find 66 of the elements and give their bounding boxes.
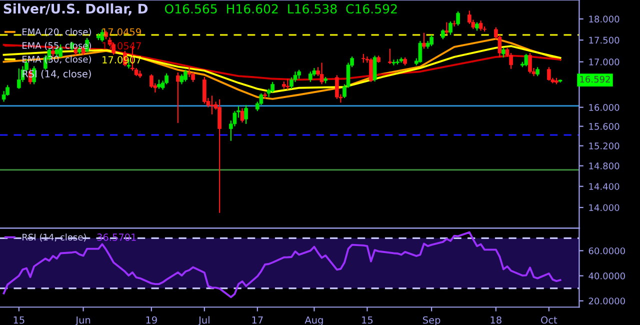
annotation: 17.0459	[102, 28, 141, 36]
candlestick	[187, 66, 192, 78]
y-tick-label: 15.600	[589, 123, 620, 130]
candlestick	[456, 10, 460, 26]
line-series	[2, 231, 562, 298]
candlestick	[468, 10, 472, 25]
legend-label: RSI (14, close)	[22, 234, 86, 242]
x-tick-label: 15	[14, 316, 24, 324]
annotation: 16.592	[580, 76, 610, 83]
x-tick-label: 17	[252, 316, 263, 324]
candlestick	[176, 72, 180, 124]
candlestick	[150, 74, 154, 88]
candlestick	[547, 66, 551, 82]
y-tick-label: 17.500	[589, 36, 620, 44]
y-tick-label: 20.0000	[588, 298, 625, 304]
candlestick	[524, 53, 528, 67]
candlestick	[184, 69, 188, 82]
x-tick-label: 15	[362, 316, 373, 324]
y-tick-label: 18.000	[589, 16, 620, 22]
x-tick-label: Jun	[75, 316, 90, 325]
candlestick	[157, 79, 161, 90]
candlestick	[452, 20, 456, 28]
candlestick	[320, 62, 324, 85]
candlestick	[218, 98, 222, 214]
candlestick	[270, 81, 274, 94]
candlestick	[528, 52, 532, 74]
candlestick	[391, 59, 396, 66]
y-tick-label: 40.0000	[588, 272, 625, 280]
y-tick-label: 15.200	[589, 142, 620, 150]
line-series	[2, 38, 562, 100]
candlestick	[308, 71, 312, 83]
x-tick-label: Jul	[198, 316, 210, 325]
candlestick	[180, 74, 184, 85]
candlestick	[100, 28, 104, 42]
candlestick	[422, 32, 426, 50]
candlestick	[372, 55, 377, 82]
chart-title: Silver/U.S. Dollar, D	[4, 3, 148, 16]
y-tick-label: 14.000	[589, 204, 620, 212]
x-tick-label: 18	[490, 316, 502, 324]
y-tick-label: 14.800	[589, 162, 620, 170]
candlestick	[444, 22, 449, 35]
y-tick-label: 60.0000	[588, 247, 625, 254]
candlestick	[448, 20, 452, 36]
chart-subtitle: O16.565 H16.602 L16.538 C16.592	[164, 4, 397, 14]
candlestick	[478, 20, 483, 32]
candlestick	[244, 104, 248, 124]
y-tick-label: 16.000	[589, 104, 620, 111]
candlestick	[202, 76, 206, 104]
candlestick	[286, 78, 290, 90]
candlestick	[335, 74, 339, 100]
annotation: 36.5701	[97, 234, 136, 241]
x-tick-label: 19	[146, 316, 157, 324]
candlestick	[369, 58, 373, 83]
candlestick	[509, 52, 513, 70]
candlestick	[210, 95, 214, 115]
candlestick	[430, 34, 434, 47]
candlestick	[240, 108, 244, 124]
y-tick-label: 17.000	[589, 58, 620, 66]
candlestick	[418, 40, 422, 64]
x-tick-label: Oct	[541, 316, 558, 324]
candlestick	[502, 47, 506, 58]
candlestick	[388, 48, 392, 65]
candlestick	[441, 28, 445, 40]
y-tick-label: 14.400	[589, 183, 620, 190]
candlestick	[17, 68, 21, 90]
annotation: RSI (14, close)	[22, 70, 91, 79]
